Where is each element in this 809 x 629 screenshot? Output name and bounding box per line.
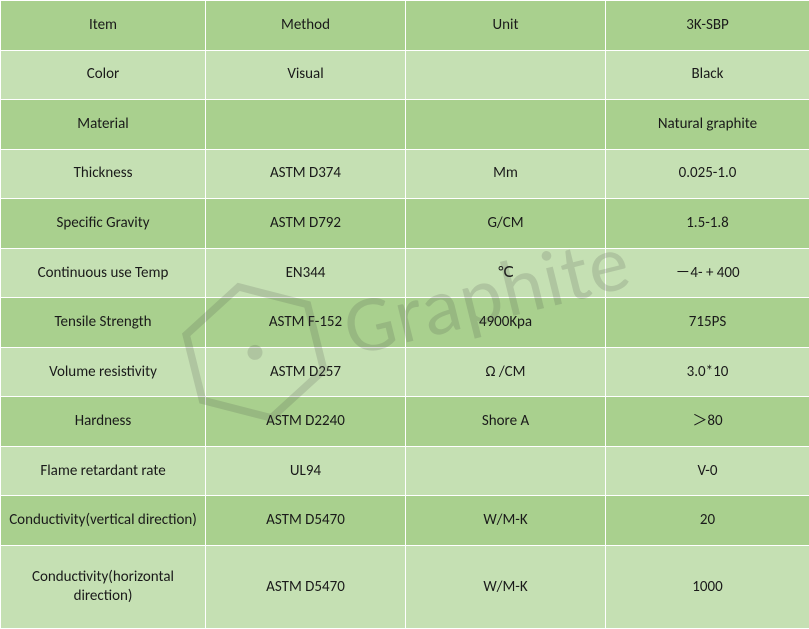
cell-value: Natural graphite xyxy=(606,100,809,150)
cell-value: 3.0*10 xyxy=(606,347,809,397)
cell-unit xyxy=(406,100,606,150)
cell-method xyxy=(206,100,406,150)
cell-unit: W/M-K xyxy=(406,496,606,546)
cell-item: Color xyxy=(1,50,206,100)
cell-method: ASTM D257 xyxy=(206,347,406,397)
cell-method: ASTM D374 xyxy=(206,149,406,199)
cell-value: －4- + 400 xyxy=(606,248,809,298)
cell-unit: Ω /CM xyxy=(406,347,606,397)
cell-unit xyxy=(406,50,606,100)
cell-method: Method xyxy=(206,1,406,51)
cell-method: UL94 xyxy=(206,446,406,496)
cell-method: ASTM F-152 xyxy=(206,298,406,348)
cell-unit: 4900Kpa xyxy=(406,298,606,348)
cell-item: Tensile Strength xyxy=(1,298,206,348)
table-row: Material Natural graphite xyxy=(1,100,809,150)
table-row: Item Method Unit 3K-SBP xyxy=(1,1,809,51)
cell-item: Material xyxy=(1,100,206,150)
cell-method: ASTM D792 xyxy=(206,199,406,249)
cell-method: Visual xyxy=(206,50,406,100)
cell-value: ＞80 xyxy=(606,397,809,447)
cell-unit: Unit xyxy=(406,1,606,51)
table-row: Thickness ASTM D374 Mm 0.025-1.0 xyxy=(1,149,809,199)
cell-method: ASTM D5470 xyxy=(206,545,406,628)
cell-item: Continuous use Temp xyxy=(1,248,206,298)
cell-value: 1.5-1.8 xyxy=(606,199,809,249)
table-row: Continuous use Temp EN344 ℃ －4- + 400 xyxy=(1,248,809,298)
table-row: Conductivity(horizontal direction) ASTM … xyxy=(1,545,809,628)
cell-value: Black xyxy=(606,50,809,100)
cell-unit: Mm xyxy=(406,149,606,199)
cell-item: Thickness xyxy=(1,149,206,199)
cell-method: ASTM D5470 xyxy=(206,496,406,546)
table-row: Flame retardant rate UL94 V-0 xyxy=(1,446,809,496)
cell-item: Conductivity(horizontal direction) xyxy=(1,545,206,628)
spec-table: Item Method Unit 3K-SBP Color Visual Bla… xyxy=(0,0,809,629)
cell-unit: W/M-K xyxy=(406,545,606,628)
cell-item: Specific Gravity xyxy=(1,199,206,249)
cell-item: Volume resistivity xyxy=(1,347,206,397)
cell-method: ASTM D2240 xyxy=(206,397,406,447)
cell-value: 1000 xyxy=(606,545,809,628)
cell-item: Conductivity(vertical direction) xyxy=(1,496,206,546)
cell-value: 20 xyxy=(606,496,809,546)
cell-value: 3K-SBP xyxy=(606,1,809,51)
cell-item: Item xyxy=(1,1,206,51)
table-row: Hardness ASTM D2240 Shore A ＞80 xyxy=(1,397,809,447)
cell-unit: G/CM xyxy=(406,199,606,249)
cell-item: Hardness xyxy=(1,397,206,447)
table-row: Volume resistivity ASTM D257 Ω /CM 3.0*1… xyxy=(1,347,809,397)
cell-unit xyxy=(406,446,606,496)
table-row: Color Visual Black xyxy=(1,50,809,100)
spec-table-body: Item Method Unit 3K-SBP Color Visual Bla… xyxy=(1,1,809,629)
cell-value: 715PS xyxy=(606,298,809,348)
cell-unit: Shore A xyxy=(406,397,606,447)
table-row: Tensile Strength ASTM F-152 4900Kpa 715P… xyxy=(1,298,809,348)
cell-unit: ℃ xyxy=(406,248,606,298)
spec-table-stage: Item Method Unit 3K-SBP Color Visual Bla… xyxy=(0,0,809,629)
cell-method: EN344 xyxy=(206,248,406,298)
table-row: Conductivity(vertical direction) ASTM D5… xyxy=(1,496,809,546)
cell-value: V-0 xyxy=(606,446,809,496)
cell-item: Flame retardant rate xyxy=(1,446,206,496)
table-row: Specific Gravity ASTM D792 G/CM 1.5-1.8 xyxy=(1,199,809,249)
cell-value: 0.025-1.0 xyxy=(606,149,809,199)
